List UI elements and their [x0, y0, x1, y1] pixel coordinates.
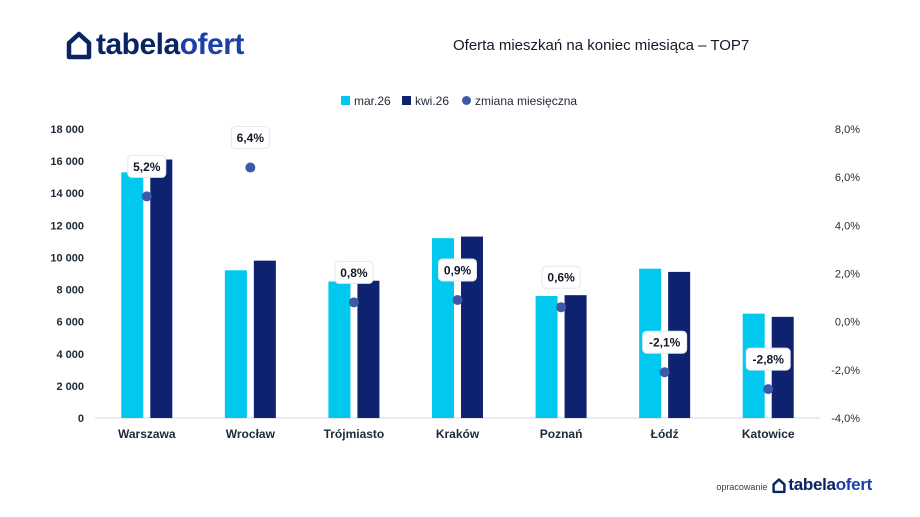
y2-tick-label: 8,0% — [835, 124, 860, 136]
y-tick-label: 10 000 — [50, 252, 84, 264]
bar-mar.26 — [328, 281, 351, 418]
change-marker — [763, 384, 774, 395]
brand-wordmark: tabelaofert — [96, 28, 244, 61]
change-marker — [452, 294, 463, 305]
data-label-box — [230, 126, 270, 150]
x-tick-label: Wrocław — [226, 427, 276, 441]
legend-label: mar.26 — [354, 94, 391, 108]
bar-mar.26 — [432, 238, 454, 418]
legend-swatch-change — [462, 96, 471, 105]
change-marker — [556, 302, 567, 313]
y-tick-label: 0 — [78, 413, 84, 425]
bar-mar.26 — [535, 295, 558, 418]
bar-mar.26 — [224, 270, 247, 418]
data-label: 0,6% — [547, 271, 575, 285]
y-tick-label: 16 000 — [50, 156, 84, 168]
bar-kwi.26 — [461, 236, 483, 418]
house-icon — [772, 477, 786, 493]
legend-swatch-kwi.26 — [402, 96, 411, 105]
y2-tick-label: -2,0% — [831, 365, 860, 377]
data-label: 0,8% — [340, 266, 368, 280]
data-label: 6,4% — [237, 131, 265, 145]
bar-kwi.26 — [357, 280, 380, 418]
y-tick-label: 4 000 — [56, 349, 84, 361]
bar-kwi.26 — [253, 260, 276, 418]
legend-label: zmiana miesięczna — [475, 94, 577, 108]
y2-tick-label: 6,0% — [835, 172, 860, 184]
bar-kwi.26 — [564, 295, 587, 418]
data-label-box — [334, 260, 374, 284]
x-tick-label: Łódź — [651, 427, 679, 441]
y2-tick-label: -4,0% — [831, 413, 860, 425]
y-tick-label: 6 000 — [56, 317, 84, 329]
data-label-box — [745, 347, 791, 371]
x-tick-label: Poznań — [540, 427, 583, 441]
data-label: 0,9% — [444, 263, 472, 277]
y-tick-label: 14 000 — [50, 188, 84, 200]
change-marker — [245, 162, 256, 173]
y2-tick-label: 2,0% — [835, 269, 860, 281]
y2-tick-label: 4,0% — [835, 220, 860, 232]
y-tick-label: 18 000 — [50, 124, 84, 136]
credit-text: opracowanie — [716, 481, 768, 492]
chart-title: Oferta mieszkań na koniec miesiąca – TOP… — [453, 37, 750, 54]
data-label-box — [642, 330, 688, 354]
change-marker — [659, 367, 670, 378]
y2-tick-label: 0,0% — [835, 317, 860, 329]
change-marker — [348, 297, 359, 308]
x-tick-label: Trójmiasto — [324, 427, 385, 441]
y-tick-label: 2 000 — [56, 381, 84, 393]
data-label-box — [541, 265, 581, 289]
y-tick-label: 12 000 — [50, 220, 84, 232]
legend-swatch-mar.26 — [341, 96, 350, 105]
data-label-box — [438, 258, 477, 282]
house-icon — [66, 31, 92, 60]
x-tick-label: Katowice — [742, 427, 795, 441]
change-marker — [141, 191, 152, 202]
brand-logo: tabelaofert — [66, 28, 244, 62]
x-tick-label: Kraków — [436, 427, 480, 441]
data-label-box — [127, 154, 167, 178]
data-label: -2,8% — [753, 353, 785, 367]
data-label: 5,2% — [133, 160, 161, 174]
footer-wordmark: tabelaofert — [788, 475, 872, 494]
data-label: -2,1% — [649, 336, 681, 350]
x-tick-label: Warszawa — [118, 427, 176, 441]
footer-credit: opracowanie tabelaofert — [716, 475, 872, 495]
legend-label: kwi.26 — [415, 94, 449, 108]
bar-kwi.26 — [150, 159, 173, 418]
bar-mar.26 — [121, 172, 144, 418]
y-tick-label: 8 000 — [56, 285, 84, 297]
